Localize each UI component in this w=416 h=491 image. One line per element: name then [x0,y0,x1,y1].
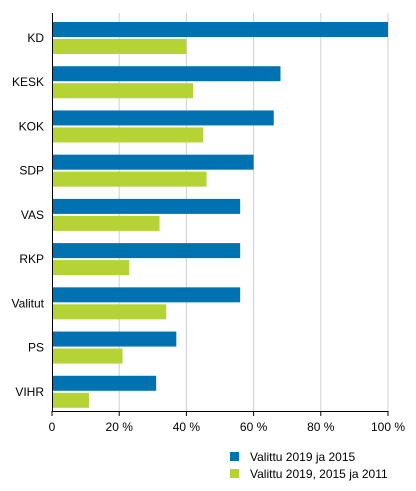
bar-kok-series-2 [52,127,204,143]
category-label: Valitut [12,296,45,310]
bar-sdp-series-1 [52,154,254,170]
legend: Valittu 2019 ja 2015 Valittu 2019, 2015 … [230,448,388,482]
bar-vas-series-1 [52,198,241,214]
bar-vas-series-2 [52,215,160,231]
legend-swatch-series-1 [230,452,239,461]
category-label: KOK [19,119,44,133]
x-tick-label: 40 % [173,420,201,434]
category-label: KD [27,31,44,45]
bars [52,22,388,408]
category-label: VAS [21,208,44,222]
bar-rkp-series-2 [52,260,130,276]
legend-swatch-series-2 [230,469,239,478]
legend-item-series-2: Valittu 2019, 2015 ja 2011 [230,465,388,482]
bar-rkp-series-1 [52,243,241,259]
x-tick-label: 0 [49,420,56,434]
category-label: RKP [19,252,44,266]
category-labels: KD KESK KOK SDP VAS RKP Valitut PS VIHR [12,31,45,399]
bar-vihr-series-2 [52,392,89,408]
category-label: VIHR [15,385,44,399]
bar-vihr-series-1 [52,375,157,391]
x-tick-label: 80 % [307,420,335,434]
bar-sdp-series-2 [52,171,207,187]
bar-ps-series-2 [52,348,123,364]
bar-ps-series-1 [52,331,177,347]
bar-valitut-series-1 [52,287,241,303]
bar-kd-series-2 [52,39,187,54]
bar-kd-series-1 [52,22,388,37]
bar-kok-series-1 [52,110,274,126]
x-tick-label: 100 % [371,420,405,434]
x-axis: 0 20 % 40 % 60 % 80 % 100 % [49,13,405,434]
bar-kesk-series-1 [52,66,281,82]
category-label: SDP [19,164,44,178]
legend-label-series-1: Valittu 2019 ja 2015 [250,449,356,464]
legend-label-series-2: Valittu 2019, 2015 ja 2011 [250,466,388,481]
x-tick-label: 20 % [106,420,134,434]
category-label: PS [28,341,44,355]
category-label: KESK [12,75,44,89]
legend-item-series-1: Valittu 2019 ja 2015 [230,448,388,465]
bar-kesk-series-2 [52,83,194,99]
x-tick-label: 60 % [240,420,268,434]
bar-valitut-series-2 [52,304,167,320]
